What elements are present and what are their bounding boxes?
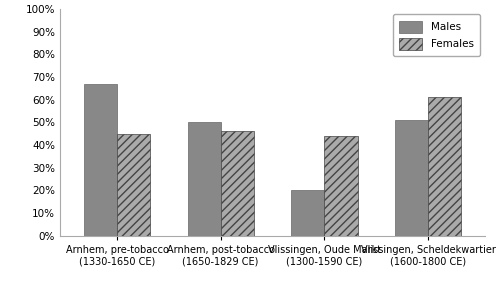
Bar <box>291 190 324 236</box>
Bar <box>324 136 358 236</box>
Bar <box>428 97 461 236</box>
Bar <box>84 84 117 236</box>
Legend: Males, Females: Males, Females <box>393 14 480 56</box>
Bar <box>220 131 254 236</box>
Bar <box>395 120 428 236</box>
Bar <box>188 122 220 236</box>
Bar <box>117 133 150 236</box>
